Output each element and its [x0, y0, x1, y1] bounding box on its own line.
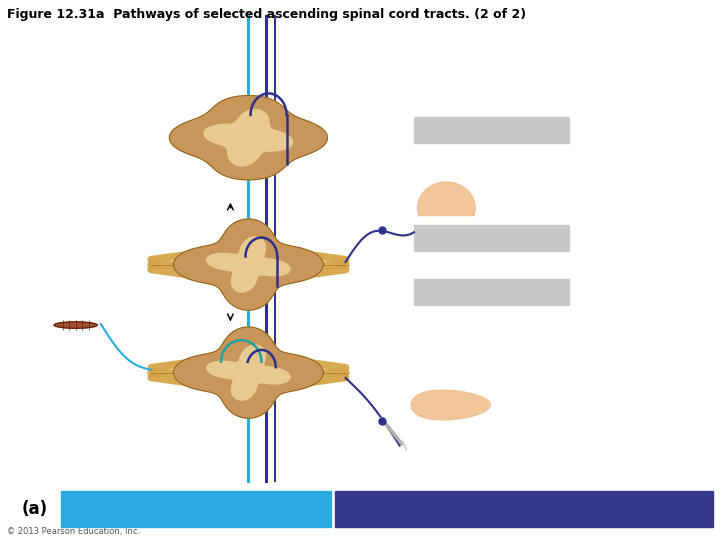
- Polygon shape: [54, 322, 97, 328]
- Bar: [414, 225, 569, 251]
- Bar: [414, 117, 569, 143]
- Polygon shape: [174, 219, 323, 310]
- Polygon shape: [207, 345, 290, 400]
- Bar: [414, 279, 569, 305]
- Polygon shape: [207, 237, 290, 292]
- Bar: [61, 491, 331, 526]
- Polygon shape: [204, 110, 293, 166]
- Text: © 2013 Pearson Education, Inc.: © 2013 Pearson Education, Inc.: [7, 526, 140, 536]
- Polygon shape: [169, 96, 328, 180]
- Text: (a): (a): [22, 500, 48, 518]
- Bar: [335, 491, 713, 526]
- Polygon shape: [411, 390, 490, 420]
- Text: Figure 12.31a  Pathways of selected ascending spinal cord tracts. (2 of 2): Figure 12.31a Pathways of selected ascen…: [7, 8, 526, 21]
- Polygon shape: [174, 327, 323, 418]
- Polygon shape: [418, 182, 475, 215]
